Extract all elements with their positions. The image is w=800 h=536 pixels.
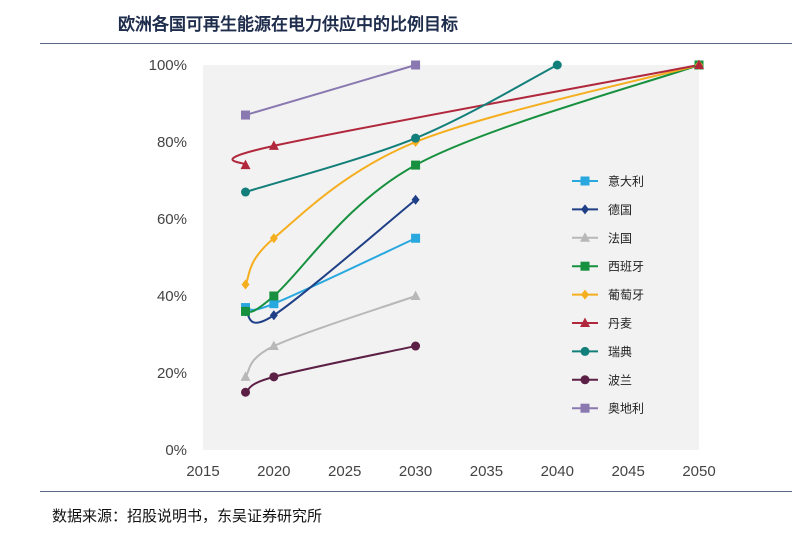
- data-point: [241, 306, 251, 316]
- page-title: 欧洲各国可再生能源在电力供应中的比例目标: [118, 15, 458, 35]
- legend-swatch-marker: [580, 317, 590, 327]
- legend-entry: 法国: [608, 231, 632, 245]
- data-point: [240, 371, 251, 381]
- legend-swatch-marker: [580, 346, 590, 356]
- series-markers: [240, 59, 704, 397]
- data-point: [241, 387, 251, 397]
- data-point: [694, 59, 704, 69]
- y-tick-label: 0%: [165, 442, 187, 459]
- series-line: [245, 64, 416, 117]
- data-point: [411, 341, 421, 351]
- series-line: [244, 345, 416, 394]
- y-tick-label: 80%: [157, 134, 187, 151]
- legend-swatch-marker: [580, 375, 590, 385]
- y-tick-label: 100%: [149, 57, 187, 74]
- data-point: [411, 133, 421, 143]
- title-divider: [40, 43, 792, 44]
- legend-swatch-marker: [580, 403, 590, 413]
- legend-entry: 德国: [608, 202, 632, 217]
- legend-entry: 瑞典: [608, 345, 632, 359]
- series-line: [244, 64, 700, 285]
- legend-swatch-marker: [581, 204, 589, 215]
- data-point: [269, 310, 278, 321]
- x-tick-label: 2035: [470, 463, 503, 480]
- data-point: [269, 372, 279, 382]
- x-tick-label: 2050: [682, 463, 715, 480]
- data-point: [241, 279, 250, 290]
- y-tick-label: 20%: [157, 365, 187, 382]
- data-point: [240, 159, 251, 170]
- data-point: [411, 233, 421, 243]
- data-point: [552, 60, 562, 70]
- x-tick-label: 2015: [186, 463, 219, 480]
- data-point: [411, 160, 421, 170]
- x-tick-label: 2040: [541, 463, 574, 480]
- series-line: [245, 64, 700, 313]
- data-point: [411, 60, 421, 70]
- data-point: [269, 291, 279, 301]
- data-point: [268, 140, 279, 150]
- data-point: [241, 187, 251, 197]
- x-tick-label: 2045: [611, 463, 644, 480]
- data-point: [269, 299, 279, 309]
- y-tick-label: 60%: [157, 211, 187, 228]
- legend-entry: 波兰: [608, 373, 632, 387]
- y-axis-ticks: 0% 20% 40% 60% 80% 100%: [149, 57, 187, 459]
- legend-entry: 葡萄牙: [608, 288, 644, 302]
- legend-entry: 意大利: [608, 174, 644, 189]
- legend-entry: 丹麦: [608, 317, 632, 331]
- data-source: 数据来源：招股说明书，东吴证券研究所: [52, 507, 323, 525]
- legend-swatch-marker: [580, 176, 590, 186]
- line-chart: 0%20%40%60%80%100% 2015 2020 2025 2030 2035 2…: [149, 57, 716, 480]
- x-axis-ticks: 2015 2020 2025 2030 2035 2040 2045 2050: [186, 463, 715, 480]
- legend-swatch-marker: [580, 261, 590, 271]
- x-tick-label: 2020: [257, 463, 290, 480]
- legend-swatch-marker: [580, 232, 590, 242]
- series-line: [244, 295, 416, 378]
- legend-entry: 西班牙: [608, 260, 644, 274]
- y-tick-label: 40%: [157, 288, 187, 305]
- data-point: [241, 110, 251, 120]
- data-point: [411, 194, 420, 205]
- source-divider: [40, 491, 792, 492]
- data-point: [268, 340, 279, 351]
- legend-swatch-marker: [581, 289, 589, 300]
- series-line: [231, 64, 700, 167]
- legend-entry: 奥地利: [608, 402, 644, 416]
- series-line: [244, 198, 417, 324]
- x-tick-label: 2030: [399, 463, 432, 480]
- x-tick-label: 2025: [328, 463, 361, 480]
- data-point: [269, 233, 278, 244]
- data-point: [410, 290, 421, 300]
